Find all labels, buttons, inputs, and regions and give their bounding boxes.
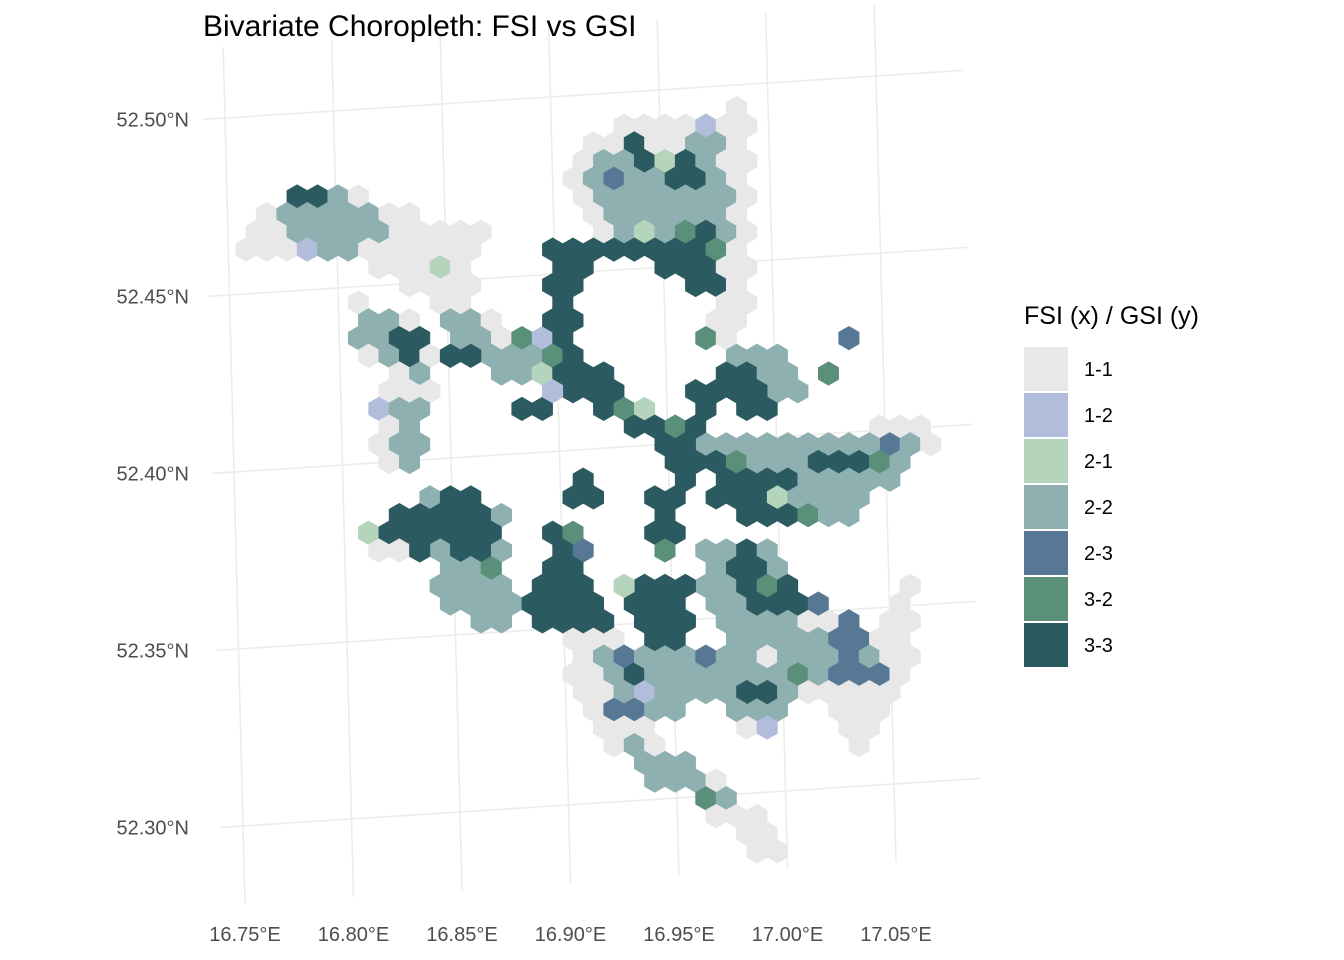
y-tick-label: 52.35°N [117, 640, 190, 662]
parallel-line [212, 423, 972, 475]
hex-cell [838, 502, 860, 528]
hex-cell [562, 308, 584, 333]
hex-cell [725, 697, 748, 722]
hex-cell [848, 733, 870, 758]
hex-cell [695, 396, 717, 422]
hex-cell [787, 379, 809, 404]
x-tick-label: 17.00°E [752, 924, 823, 946]
hex-cell [398, 449, 421, 475]
legend-key-2-1 [1024, 439, 1068, 483]
hex-cell [542, 379, 564, 404]
y-tick-label: 52.30°N [117, 817, 190, 839]
legend-label-2-3: 2-3 [1084, 543, 1113, 565]
hex-cell [409, 538, 431, 563]
hex-cells [235, 95, 942, 864]
legend-key-3-2 [1024, 577, 1068, 621]
meridian-line [439, 33, 463, 890]
legend-label-3-2: 3-2 [1084, 589, 1113, 611]
page-title: Bivariate Choropleth: FSI vs GSI [203, 10, 637, 43]
hex-cell [511, 396, 533, 422]
hex-cell [582, 485, 605, 510]
hex-cell [562, 556, 584, 581]
hex-cell [593, 609, 615, 634]
legend-label-2-2: 2-2 [1084, 497, 1113, 519]
y-tick-label: 52.45°N [117, 286, 190, 308]
meridian-line [222, 47, 246, 904]
hex-cell [613, 573, 635, 599]
hex-cell [664, 626, 686, 652]
x-tick-label: 16.85°E [426, 924, 497, 946]
hex-cell [654, 538, 676, 563]
hex-cell [439, 343, 461, 368]
x-tick-label: 16.80°E [318, 924, 389, 946]
y-tick-label: 52.50°N [117, 109, 190, 131]
parallel-line [203, 69, 963, 121]
hex-cell [490, 609, 513, 634]
legend-key-1-1 [1024, 347, 1068, 391]
x-tick-label: 16.95°E [643, 924, 714, 946]
x-tick-label: 17.05°E [860, 924, 931, 946]
hex-cell [705, 591, 727, 616]
hex-cell [838, 609, 860, 634]
hex-cell [777, 679, 799, 705]
meridian-line [330, 40, 355, 897]
legend-key-3-3 [1024, 623, 1068, 667]
hex-cell [664, 697, 686, 722]
legend-key-2-3 [1024, 531, 1068, 575]
legend-key-1-2 [1024, 393, 1068, 437]
hex-cell [879, 467, 901, 492]
hex-cell [603, 237, 625, 262]
meridian-line [547, 26, 572, 883]
legend-key-2-2 [1024, 485, 1068, 529]
x-tick-label: 16.75°E [209, 924, 280, 946]
hex-cell [920, 432, 942, 457]
x-tick-label: 16.90°E [535, 924, 606, 946]
hex-cell [756, 396, 778, 422]
legend-label-1-2: 1-2 [1084, 405, 1113, 427]
parallel-line [221, 777, 981, 829]
y-tick-label: 52.40°N [117, 463, 190, 485]
legend-label-2-1: 2-1 [1084, 451, 1113, 473]
hex-cell [766, 839, 788, 864]
hex-cell [756, 715, 778, 740]
hex-cell [817, 361, 840, 386]
hex-cell [736, 502, 758, 528]
legend-label-3-3: 3-3 [1084, 635, 1113, 657]
hex-cell [838, 325, 860, 351]
legend-title: FSI (x) / GSI (y) [1024, 302, 1199, 330]
legend-label-1-1: 1-1 [1084, 359, 1113, 381]
hex-cell [409, 502, 431, 528]
hex-cell [807, 591, 829, 616]
